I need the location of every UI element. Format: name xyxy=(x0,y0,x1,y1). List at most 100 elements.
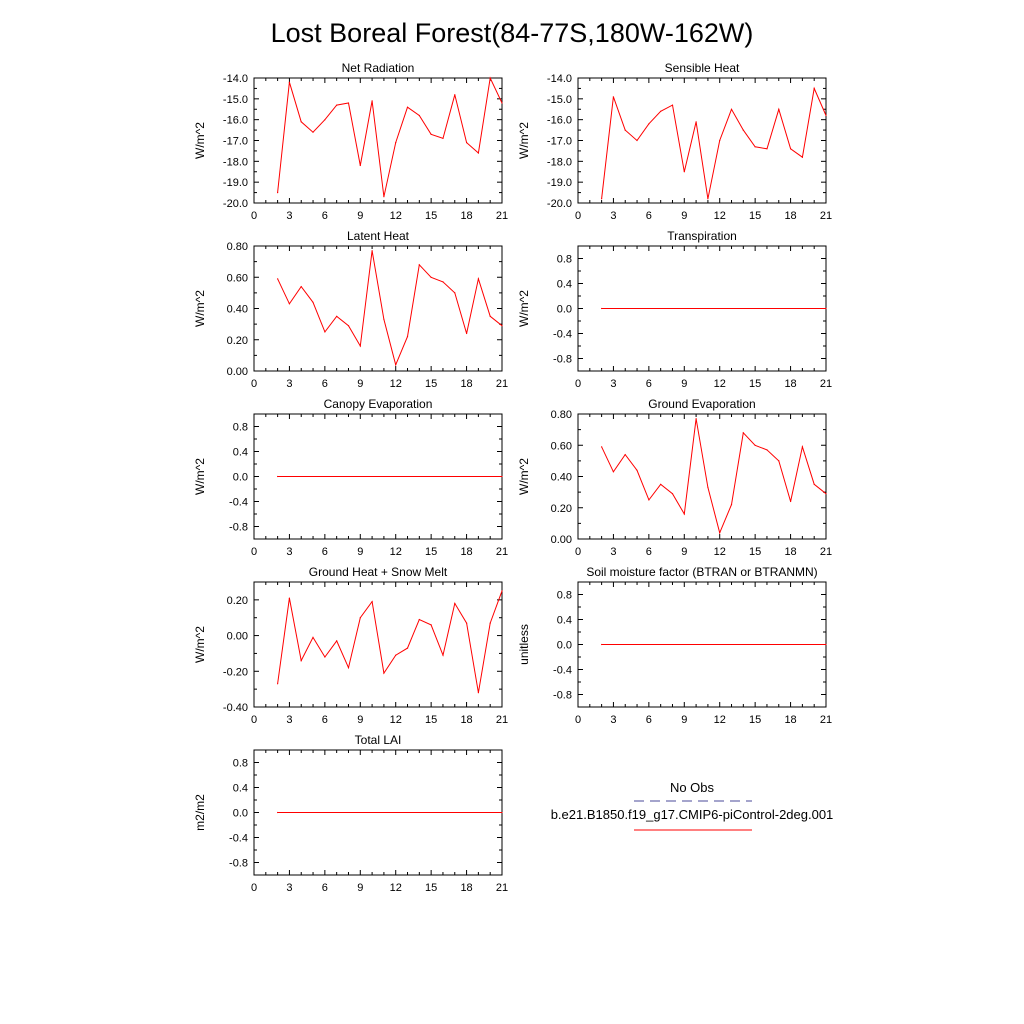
ground-evaporation-ytick-label: 0.20 xyxy=(551,503,572,515)
transpiration-xtick-label: 15 xyxy=(749,378,761,390)
latent-heat-data-point xyxy=(454,292,456,294)
latent-heat-ytick-label: 0.60 xyxy=(227,272,248,284)
panel-net-radiation: Net Radiation W/m^2 0 3 6 9 12 15 18 21 -20.0 -19.0… xyxy=(193,61,508,222)
net-radiation-data-point xyxy=(300,121,302,123)
ground-heat-snow-melt-data-point xyxy=(501,590,503,592)
transpiration-title: Transpiration xyxy=(667,229,737,243)
net-radiation-ytick-label: -16.0 xyxy=(223,115,248,127)
net-radiation-data-point xyxy=(324,119,326,121)
ground-evaporation-data-point xyxy=(707,486,709,488)
latent-heat-data-point xyxy=(489,315,491,317)
latent-heat-ytick-label: 0.40 xyxy=(227,304,248,316)
soil-moisture-factor-xtick-label: 0 xyxy=(575,714,581,726)
latent-heat-xtick-label: 15 xyxy=(425,378,437,390)
net-radiation-ytick-label: -17.0 xyxy=(223,136,248,148)
sensible-heat-xtick-label: 15 xyxy=(749,210,761,222)
ground-heat-snow-melt-xtick-label: 3 xyxy=(286,714,292,726)
sensible-heat-data-point xyxy=(660,110,662,112)
ground-evaporation-data-point xyxy=(825,493,827,495)
latent-heat-data-point xyxy=(277,278,279,280)
ground-evaporation-data-point xyxy=(790,500,792,503)
net-radiation-data-point xyxy=(336,104,338,106)
ground-evaporation-xtick-label: 15 xyxy=(749,546,761,558)
net-radiation-data-point xyxy=(501,102,503,104)
ground-evaporation-xtick-label: 3 xyxy=(610,546,616,558)
ground-heat-snow-melt-data-point xyxy=(477,692,479,694)
net-radiation-ytick-label: -15.0 xyxy=(223,94,248,106)
latent-heat-data-point xyxy=(300,286,302,288)
ground-heat-snow-melt-data-point xyxy=(489,622,491,624)
sensible-heat-data-point xyxy=(730,108,733,110)
net-radiation-xtick-label: 21 xyxy=(496,210,508,222)
sensible-heat-data-point xyxy=(790,148,792,150)
sensible-heat-series-line xyxy=(601,86,827,199)
sensible-heat-xtick-label: 18 xyxy=(784,210,796,222)
canopy-evaporation-xtick-label: 15 xyxy=(425,546,437,558)
ground-evaporation-data-point xyxy=(813,483,815,485)
ground-evaporation-data-point xyxy=(683,513,685,515)
ground-heat-snow-melt-xtick-label: 9 xyxy=(357,714,363,726)
ground-evaporation-data-point xyxy=(624,454,626,456)
latent-heat-data-point xyxy=(477,278,479,280)
ground-evaporation-xtick-label: 21 xyxy=(820,546,832,558)
net-radiation-data-point xyxy=(383,196,385,198)
net-radiation-title: Net Radiation xyxy=(342,61,415,75)
sensible-heat-data-point xyxy=(636,139,638,142)
latent-heat-ytick-label: 0.20 xyxy=(227,335,248,347)
net-radiation-data-point xyxy=(489,77,491,79)
ground-evaporation-data-point xyxy=(612,471,615,473)
latent-heat-data-point xyxy=(395,364,397,366)
latent-heat-data-point xyxy=(288,303,290,305)
ground-evaporation-data-point xyxy=(636,469,638,471)
ground-heat-snow-melt-data-point xyxy=(383,672,385,674)
net-radiation-series-line xyxy=(277,76,503,197)
ground-evaporation-plot-frame xyxy=(577,413,827,540)
ground-evaporation-data-point xyxy=(778,460,780,462)
latent-heat-xtick-label: 21 xyxy=(496,378,508,390)
sensible-heat-data-point xyxy=(742,129,744,131)
net-radiation-data-point xyxy=(371,100,373,102)
latent-heat-data-point xyxy=(312,301,314,303)
ground-heat-snow-melt-ytick-label: 0.00 xyxy=(227,631,248,643)
ground-heat-snow-melt-data-point xyxy=(359,617,361,619)
main-title: Lost Boreal Forest(84-77S,180W-162W) xyxy=(271,18,754,48)
net-radiation-data-point xyxy=(430,133,432,135)
sensible-heat-data-point xyxy=(813,87,815,89)
ground-heat-snow-melt-data-point xyxy=(324,656,326,658)
total-lai-ylabel: m2/m2 xyxy=(193,794,207,831)
latent-heat-ylabel: W/m^2 xyxy=(193,290,207,327)
sensible-heat-ytick-label: -18.0 xyxy=(547,156,572,168)
soil-moisture-factor-xtick-label: 21 xyxy=(820,714,832,726)
ground-evaporation-data-point xyxy=(719,532,721,534)
ground-evaporation-data-point xyxy=(601,446,603,448)
sensible-heat-data-point xyxy=(648,123,650,125)
latent-heat-data-point xyxy=(383,318,385,320)
canopy-evaporation-ytick-label: -0.4 xyxy=(229,497,248,509)
sensible-heat-ytick-label: -19.0 xyxy=(547,177,572,189)
panel-canopy-evaporation: Canopy Evaporation W/m^2 0 3 6 9 12 15 18 21 -0.8 -… xyxy=(193,397,508,558)
sensible-heat-data-point xyxy=(801,156,804,158)
ground-evaporation-data-point xyxy=(660,483,662,485)
net-radiation-data-point xyxy=(288,81,290,83)
legend: No Obs b.e21.B1850.f19_g17.CMIP6-piContr… xyxy=(551,780,833,831)
net-radiation-data-point xyxy=(359,164,361,167)
ground-evaporation-xtick-label: 12 xyxy=(714,546,726,558)
transpiration-xtick-label: 3 xyxy=(610,378,616,390)
panel-total-lai: Total LAI m2/m2 0 3 6 9 12 15 18 21 -0.8 -0.4 0.0 0.4… xyxy=(193,733,508,894)
ground-evaporation-data-point xyxy=(671,493,674,495)
transpiration-xtick-label: 6 xyxy=(646,378,652,390)
ground-evaporation-xtick-label: 9 xyxy=(681,546,687,558)
soil-moisture-factor-data-point xyxy=(825,643,827,646)
ground-heat-snow-melt-xtick-label: 12 xyxy=(390,714,402,726)
net-radiation-data-point xyxy=(454,94,456,96)
total-lai-data-point xyxy=(277,811,279,814)
canopy-evaporation-xtick-label: 18 xyxy=(460,546,472,558)
total-lai-xtick-label: 12 xyxy=(390,882,402,894)
ground-evaporation-title: Ground Evaporation xyxy=(648,397,755,411)
net-radiation-data-point xyxy=(466,142,468,144)
net-radiation-data-point xyxy=(477,152,479,154)
transpiration-ytick-label: -0.4 xyxy=(553,329,572,341)
total-lai-ytick-label: 0.8 xyxy=(233,758,248,770)
soil-moisture-factor-xtick-label: 12 xyxy=(714,714,726,726)
